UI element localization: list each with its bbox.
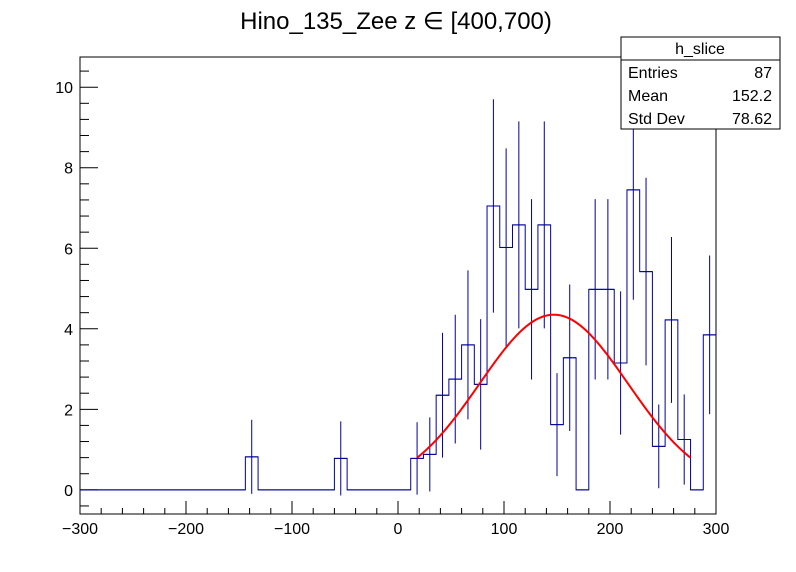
stats-entries-label: Entries [628, 65, 678, 82]
y-tick-label: 10 [55, 80, 73, 97]
stats-mean-label: Mean [628, 88, 668, 105]
x-tick-label: 0 [394, 521, 403, 538]
y-tick-label: 2 [64, 402, 73, 419]
axis-labels-group: −300 −200 −100 0 100 200 300 0 2 4 6 8 10 [55, 80, 729, 538]
x-tick-label: −300 [62, 521, 98, 538]
stats-box: h_slice Entries 87 Mean 152.2 Std Dev 78… [620, 36, 781, 130]
chart-title: Hino_135_Zee z ∈ [400,700) [240, 8, 552, 35]
stats-entries-value: 87 [754, 65, 772, 82]
stats-box-frame [620, 36, 781, 130]
fit-curve-group [416, 313, 692, 459]
x-tick-label: 200 [597, 521, 624, 538]
stats-stddev-value: 78.62 [732, 111, 772, 128]
stats-stddev-label: Std Dev [628, 111, 685, 128]
stats-box-title: h_slice [675, 41, 725, 58]
y-tick-label: 6 [64, 241, 73, 258]
x-tick-label: −200 [168, 521, 204, 538]
x-tick-label: 100 [491, 521, 518, 538]
y-tick-label: 4 [64, 322, 73, 339]
error-bars-group [251, 79, 711, 496]
y-tick-label: 8 [64, 161, 73, 178]
stats-mean-value: 152.2 [732, 88, 772, 105]
x-tick-label: 300 [703, 521, 730, 538]
y-tick-label: 0 [64, 483, 73, 500]
x-tick-label: −100 [274, 521, 310, 538]
fit-curve [416, 313, 692, 459]
axis-ticks-group [79, 70, 717, 514]
